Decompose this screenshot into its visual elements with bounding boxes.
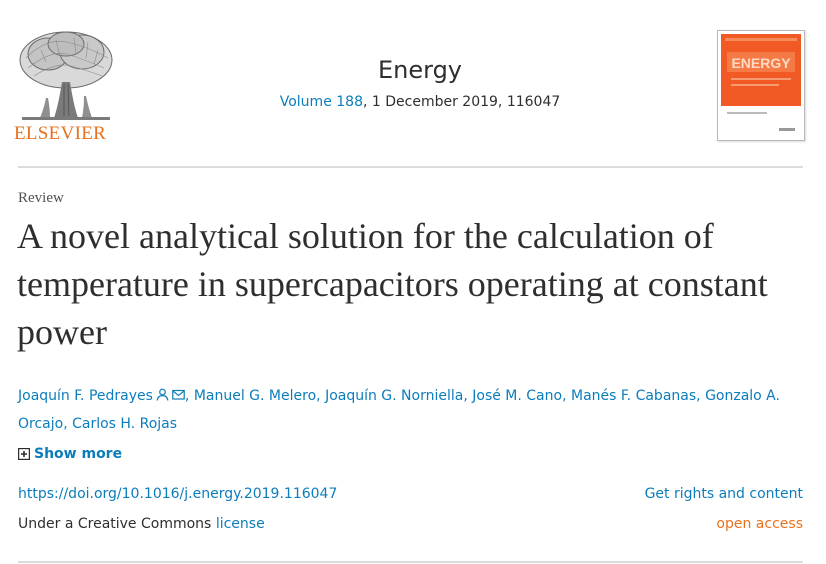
license-link[interactable]: license [215,516,265,532]
elsevier-tree-icon [19,31,113,120]
author-link[interactable]: Joaquín G. Norniella [325,388,464,404]
article-header: ELSEVIER Energy Volume 188, 1 December 2… [0,0,826,165]
journal-title-link[interactable]: Energy [377,56,463,84]
header-divider [18,166,803,168]
cover-wordmark: ENERGY [731,55,791,71]
elsevier-logo[interactable]: ELSEVIER [14,28,118,146]
author-list: Joaquín F. Pedrayes, Manuel G. Melero, J… [18,388,780,432]
author-link[interactable]: Carlos H. Rojas [72,416,178,432]
journal-info: Energy Volume 188, 1 December 2019, 1160… [220,52,620,112]
elsevier-wordmark: ELSEVIER [14,123,107,144]
author-link[interactable]: Gonzalo A. Orcajo [18,388,780,432]
volume-link[interactable]: Volume 188 [279,94,363,110]
footer-divider [18,561,803,563]
license-prefix: Under a Creative Commons [18,516,216,532]
author-link[interactable]: Manés F. Cabanas [570,388,697,404]
issue-details: , 1 December 2019, 116047 [362,94,561,110]
plus-square-icon [18,448,31,461]
article-title: A novel analytical solution for the calc… [17,216,768,352]
envelope-icon[interactable] [172,388,185,401]
show-more-button[interactable]: Show more [18,446,122,462]
license-line: Under a Creative Commons license [18,516,265,532]
author-link[interactable]: Joaquín F. Pedrayes [18,388,153,404]
article-type-label: Review [18,190,64,206]
author-link[interactable]: Manuel G. Melero [193,388,317,404]
open-access-label: open access [716,516,803,532]
journal-issue-line: Volume 188, 1 December 2019, 116047 [220,92,620,112]
author-link[interactable]: José M. Cano [472,388,563,404]
doi-link[interactable]: https://doi.org/10.1016/j.energy.2019.11… [18,486,338,502]
rights-and-content-link[interactable]: Get rights and content [644,486,803,502]
journal-cover-thumbnail[interactable]: ENERGY [717,30,805,141]
show-more-label: Show more [34,446,123,462]
journal-cover-image: ENERGY [721,34,801,137]
person-icon[interactable] [156,388,169,401]
